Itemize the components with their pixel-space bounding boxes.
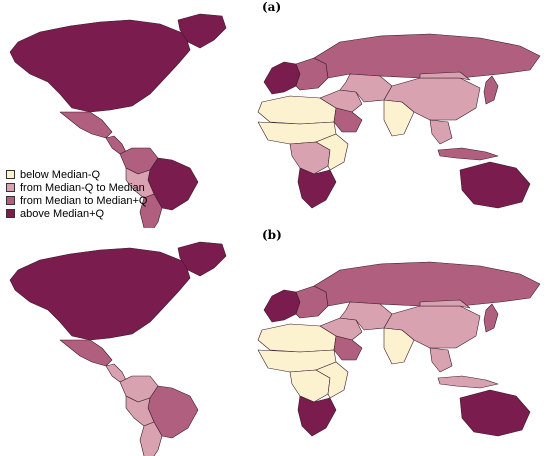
legend-label: below Median-Q bbox=[20, 168, 101, 181]
legend-item: from Median to Median+Q bbox=[6, 194, 147, 207]
region-east-africa bbox=[315, 361, 349, 399]
region-southern-cone bbox=[139, 193, 163, 228]
region-saudi-arabia bbox=[333, 107, 363, 133]
region-saudi-arabia bbox=[333, 335, 363, 361]
legend-item: from Median-Q to Median bbox=[6, 181, 147, 194]
legend-swatch bbox=[6, 196, 15, 205]
region-mexico bbox=[59, 111, 113, 139]
region-japan bbox=[483, 75, 499, 105]
legend-item: above Median+Q bbox=[6, 207, 147, 220]
region-mexico bbox=[59, 339, 113, 367]
region-mongolia bbox=[419, 299, 471, 309]
region-australia bbox=[459, 161, 531, 209]
world-map-b bbox=[9, 241, 541, 456]
region-central-asia bbox=[339, 73, 393, 103]
region-central-america bbox=[105, 363, 127, 383]
region-north-america bbox=[9, 19, 191, 113]
legend-label: above Median+Q bbox=[20, 207, 105, 220]
legend-swatch bbox=[6, 209, 15, 218]
region-russia bbox=[313, 33, 541, 79]
region-indonesia bbox=[437, 147, 499, 161]
region-southern-africa bbox=[297, 395, 337, 437]
region-russia bbox=[313, 261, 541, 307]
region-east-africa bbox=[315, 133, 349, 171]
world-map-a bbox=[9, 13, 541, 228]
region-australia bbox=[459, 389, 531, 437]
legend-swatch bbox=[6, 170, 15, 179]
region-central-asia bbox=[339, 301, 393, 331]
panel-label-a: (a) bbox=[262, 0, 282, 14]
panel-label-b: (b) bbox=[262, 228, 282, 242]
legend-label: from Median to Median+Q bbox=[20, 194, 148, 207]
region-western-europe bbox=[263, 289, 301, 323]
region-indonesia bbox=[437, 375, 499, 389]
region-japan bbox=[483, 303, 499, 333]
region-greenland bbox=[177, 241, 227, 277]
legend-swatch bbox=[6, 183, 15, 192]
region-southeast-asia bbox=[429, 119, 453, 145]
region-western-europe bbox=[263, 61, 301, 95]
region-southeast-asia bbox=[429, 347, 453, 373]
map-legend: below Median-Q from Median-Q to Median f… bbox=[6, 168, 147, 220]
region-north-america bbox=[9, 247, 191, 341]
region-greenland bbox=[177, 13, 227, 49]
region-mongolia bbox=[419, 71, 471, 81]
region-southern-africa bbox=[297, 167, 337, 209]
legend-item: below Median-Q bbox=[6, 168, 147, 181]
region-central-america bbox=[105, 135, 127, 155]
legend-label: from Median-Q to Median bbox=[20, 181, 145, 194]
